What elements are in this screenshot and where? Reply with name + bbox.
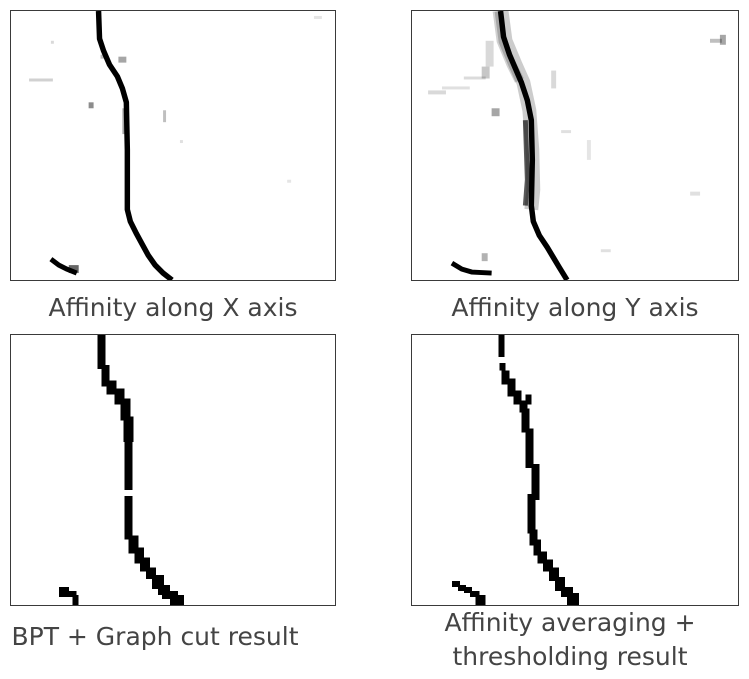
caption-affinity-x: Affinity along X axis <box>48 293 298 322</box>
affinity-x-boundary <box>95 11 174 280</box>
caption-bpt-graphcut: BPT + Graph cut result <box>11 622 299 651</box>
affinity-x-image <box>10 10 336 281</box>
caption-averaging-threshold: Affinity averaging + thresholding result <box>411 606 729 674</box>
bpt-graphcut-map <box>58 335 184 605</box>
averaging-threshold-map <box>451 335 579 605</box>
affinity-x-map <box>29 11 322 280</box>
affinity-x-noise <box>29 15 322 183</box>
bpt-graphcut-region <box>58 335 184 605</box>
caption-affinity-y: Affinity along Y axis <box>451 293 699 322</box>
averaging-threshold-region <box>451 335 579 605</box>
caption-averaging-threshold-line1: Affinity averaging + <box>444 608 696 637</box>
affinity-y-noise <box>428 34 726 262</box>
affinity-y-fragment <box>450 260 492 276</box>
affinity-y-image <box>411 10 739 281</box>
averaging-threshold-image <box>411 334 739 606</box>
caption-averaging-threshold-line2: thresholding result <box>452 642 688 671</box>
affinity-y-boundary <box>497 11 570 280</box>
affinity-y-map <box>428 11 726 280</box>
bpt-graphcut-image <box>10 334 336 606</box>
